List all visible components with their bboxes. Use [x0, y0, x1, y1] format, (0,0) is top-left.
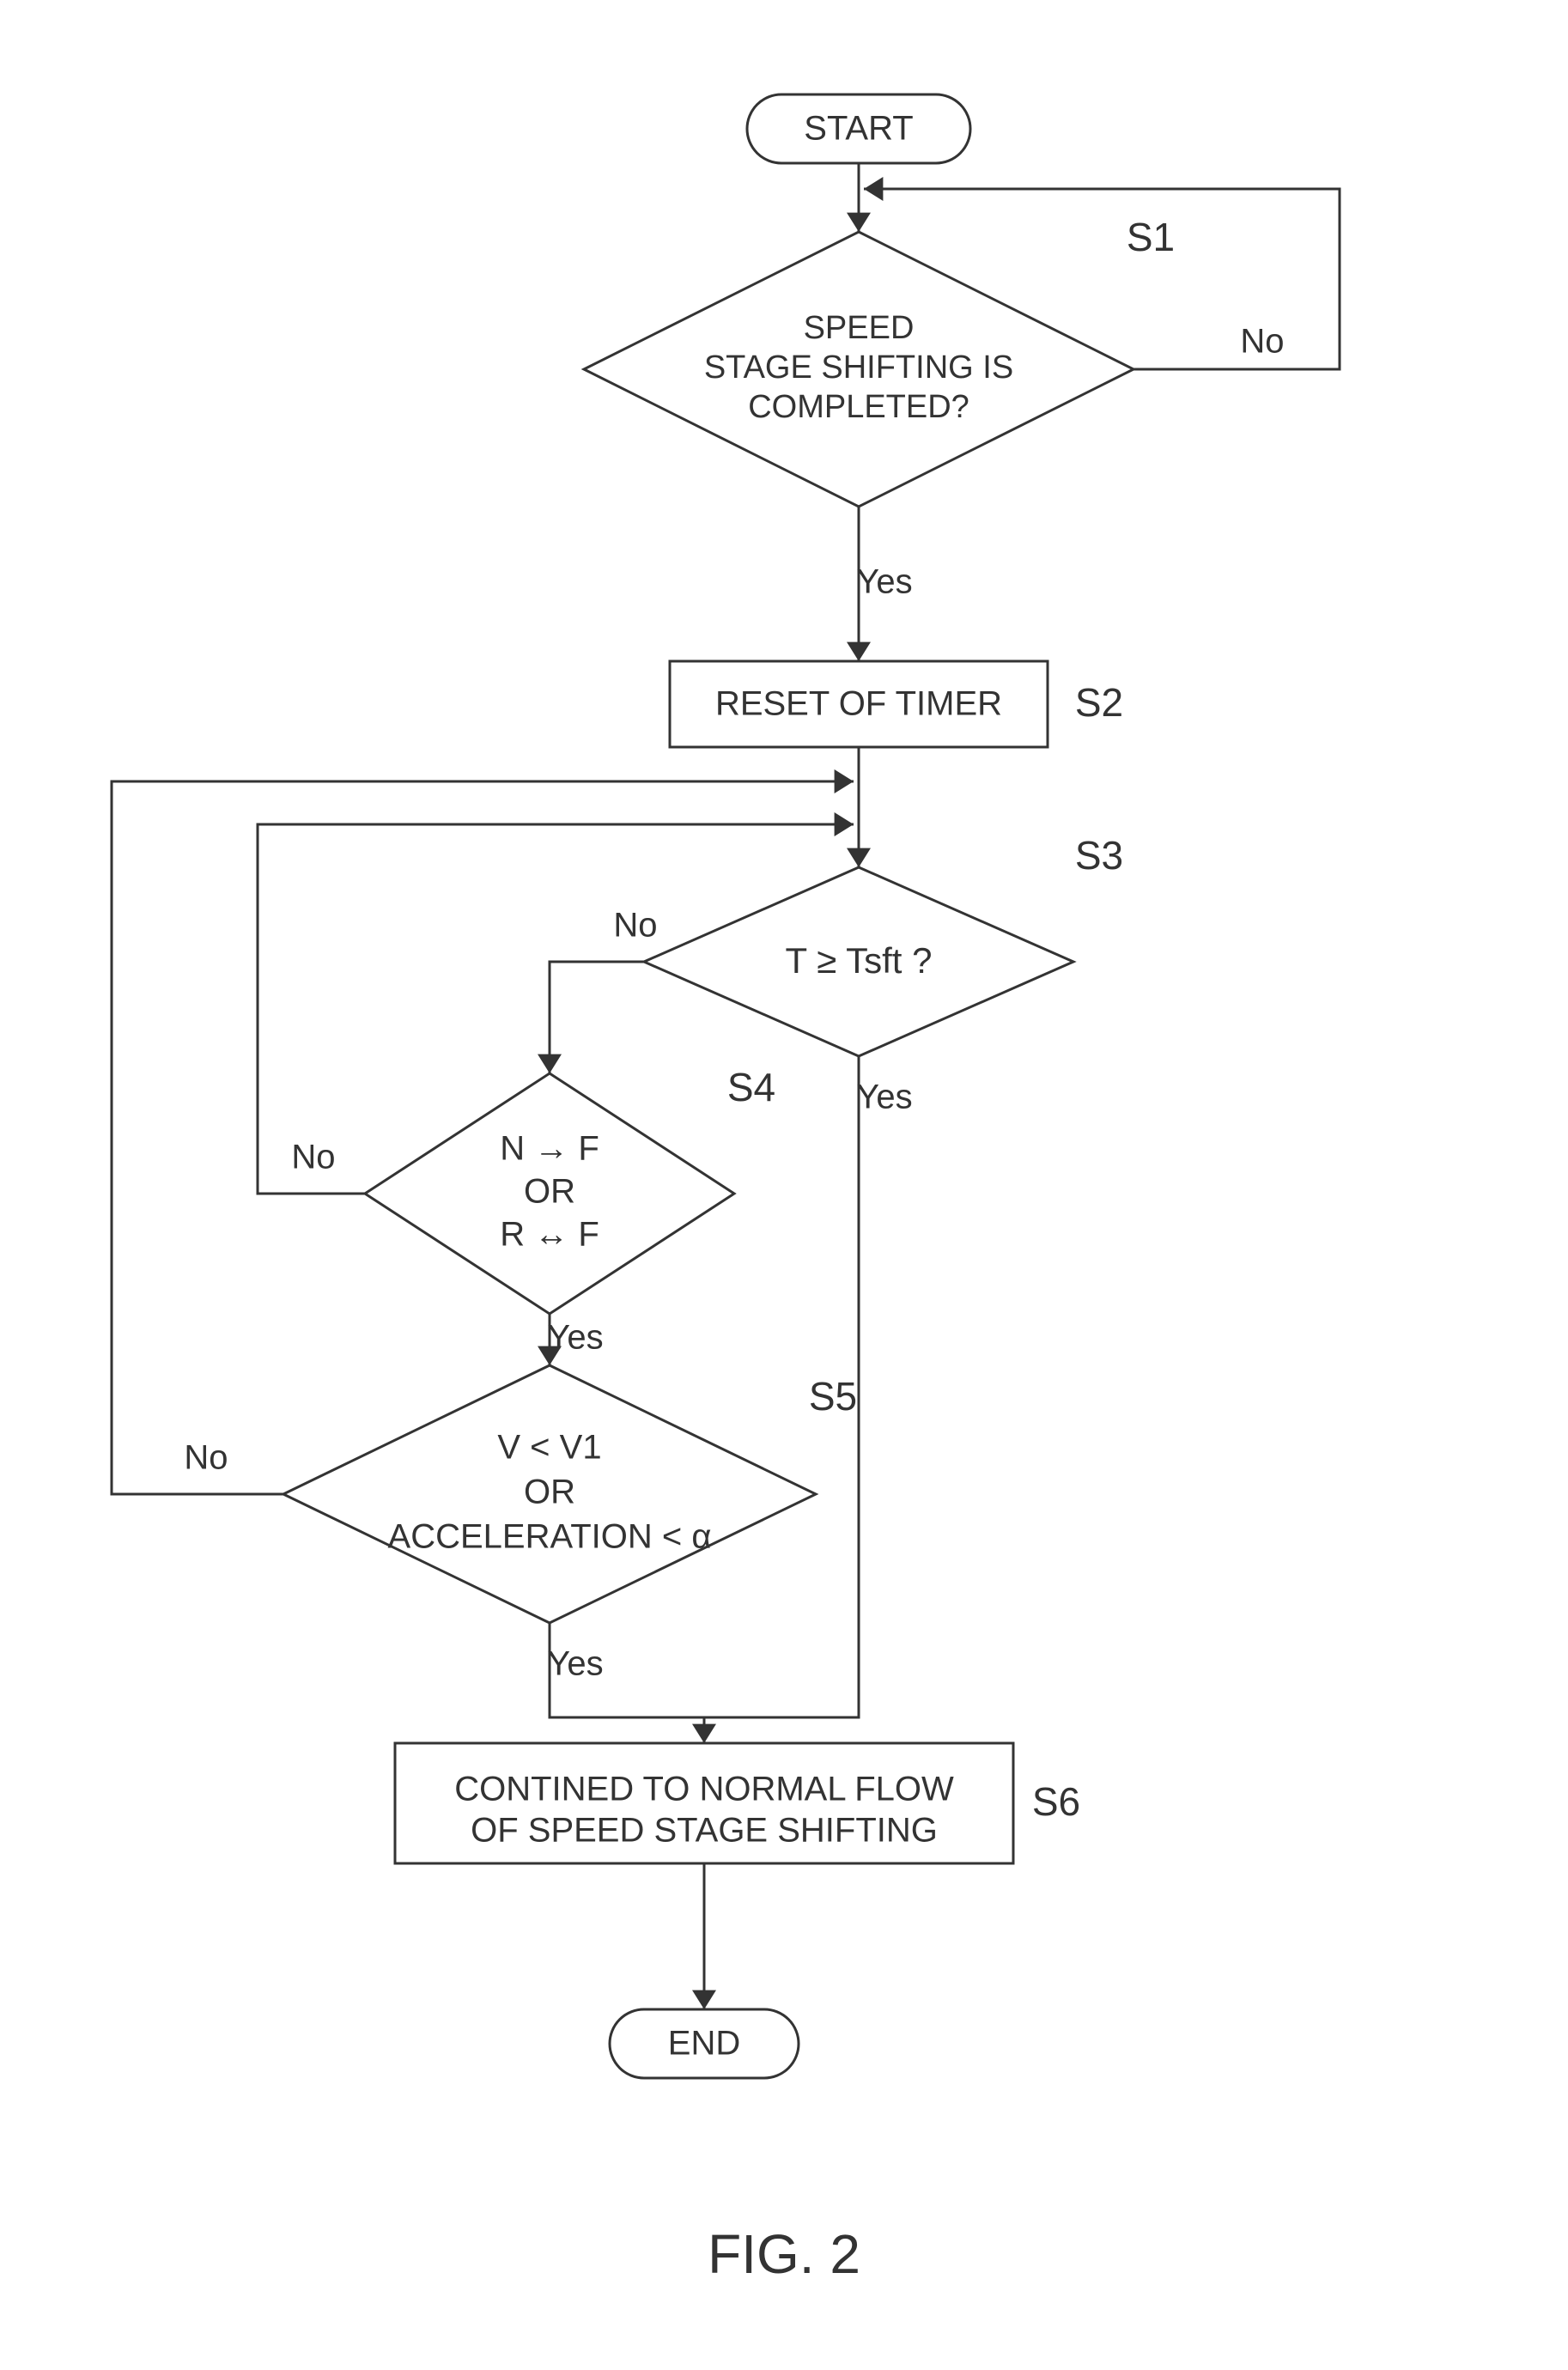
- s4-line: N → F: [500, 1130, 599, 1168]
- s6-line: OF SPEED STAGE SHIFTING: [471, 1812, 938, 1850]
- s5-no-label: No: [184, 1439, 228, 1477]
- edge: [550, 962, 644, 1073]
- s4-line: R ↔ F: [500, 1216, 599, 1254]
- s6-tag: S6: [1032, 1779, 1080, 1824]
- s4-tag: S4: [727, 1065, 775, 1109]
- s3-tag: S3: [1075, 833, 1123, 878]
- arrowhead: [835, 769, 854, 793]
- s3-no-label: No: [613, 907, 657, 945]
- s6-line: CONTINED TO NORMAL FLOW: [454, 1771, 954, 1808]
- s1-no-label: No: [1240, 323, 1284, 361]
- s1-line: STAGE SHIFTING IS: [704, 349, 1013, 386]
- s4-line: OR: [524, 1173, 575, 1211]
- arrowhead: [847, 213, 871, 232]
- arrowhead: [692, 1990, 716, 2009]
- s3-line: T ≥ Tsft ?: [786, 940, 933, 981]
- arrowhead: [864, 177, 883, 201]
- s1-yes-label: Yes: [856, 563, 912, 601]
- edge: [550, 1623, 704, 1743]
- s3-yes-label: Yes: [856, 1079, 912, 1116]
- s5-line: ACCELERATION < α: [388, 1518, 712, 1556]
- start-terminator-label: START: [804, 110, 913, 148]
- arrowhead: [692, 1724, 716, 1743]
- figure-label: FIG. 2: [708, 2223, 860, 2285]
- s1-tag: S1: [1127, 215, 1175, 259]
- end-terminator-label: END: [668, 2025, 740, 2063]
- s1-line: COMPLETED?: [748, 389, 969, 425]
- s5-line: OR: [524, 1474, 575, 1511]
- s4-yes-label: Yes: [547, 1319, 603, 1357]
- s2-label: RESET OF TIMER: [715, 685, 1002, 723]
- s5-line: V < V1: [497, 1429, 601, 1467]
- arrowhead: [847, 642, 871, 661]
- s5-yes-label: Yes: [547, 1645, 603, 1683]
- arrowhead: [835, 812, 854, 836]
- s5-tag: S5: [809, 1374, 857, 1419]
- arrowhead: [847, 848, 871, 867]
- arrowhead: [538, 1054, 562, 1073]
- s2-tag: S2: [1075, 680, 1123, 725]
- s4-no-label: No: [291, 1139, 335, 1176]
- s1-line: SPEED: [804, 310, 915, 346]
